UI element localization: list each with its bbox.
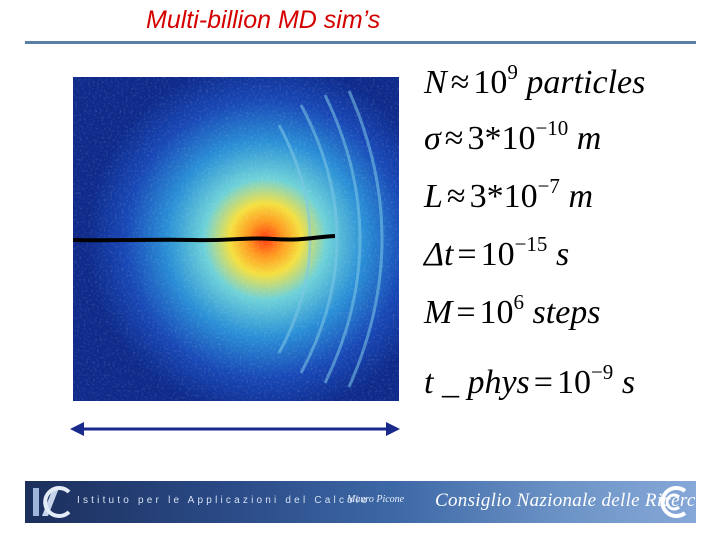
equation-steps: M = 106 steps [424,292,714,331]
eq-lhs: M [424,294,453,331]
eq-op: ≈ [444,120,464,157]
eq-op: ≈ [446,178,466,215]
eq-num: 3*10 [467,120,536,157]
eq-lhs: L [424,178,443,215]
eq-num: 10 [556,364,591,401]
cnr-logo-icon [660,486,687,518]
eq-op: = [533,364,553,401]
equation-length: L ≈3*10−7 m [424,176,714,215]
eq-exp: −9 [590,360,614,384]
eq-num: 10 [480,236,515,273]
eq-exp: 6 [513,290,525,314]
eq-unit: s [555,236,570,273]
eq-unit: m [568,178,593,215]
eq-exp: 9 [507,60,518,84]
institute-name: Istituto per le Applicazioni del Calcolo [77,495,371,506]
eq-op: = [457,236,477,273]
eq-unit: steps [532,294,601,331]
equation-sigma: σ ≈3*10−10 m [424,118,714,157]
eq-op: ≈ [450,64,470,101]
title-divider [25,41,696,44]
equation-particles: N ≈109 particles [424,62,714,101]
eq-lhs: σ [424,120,441,157]
eq-exp: −15 [514,232,548,256]
founder-signature: Mauro Picone [347,494,405,505]
eq-exp: −10 [535,116,569,140]
slide-title: Multi-billion MD sim’s [146,6,381,34]
eq-num: 3*10 [469,178,538,215]
eq-lhs: N [424,64,447,101]
eq-unit: m [576,120,602,157]
eq-num: 10 [473,64,508,101]
iac-logo-icon [33,486,71,518]
eq-op: = [456,294,476,331]
eq-unit: s [621,364,636,401]
eq-num: 10 [479,294,514,331]
eq-lhs: Δt [424,236,454,273]
equation-physical-time: t _ phys = 10−9 s [424,362,714,401]
cnr-name: Consiglio Nazionale delle Ricerche [435,490,715,511]
simulation-heatmap-image [73,77,399,401]
length-arrow-icon [70,422,400,436]
eq-exp: −7 [537,174,560,198]
eq-lhs: t _ phys [424,364,530,401]
equation-timestep: Δt = 10−15 s [424,234,714,273]
eq-unit: particles [526,64,646,101]
footer-banner: Istituto per le Applicazioni del Calcolo… [25,481,714,523]
